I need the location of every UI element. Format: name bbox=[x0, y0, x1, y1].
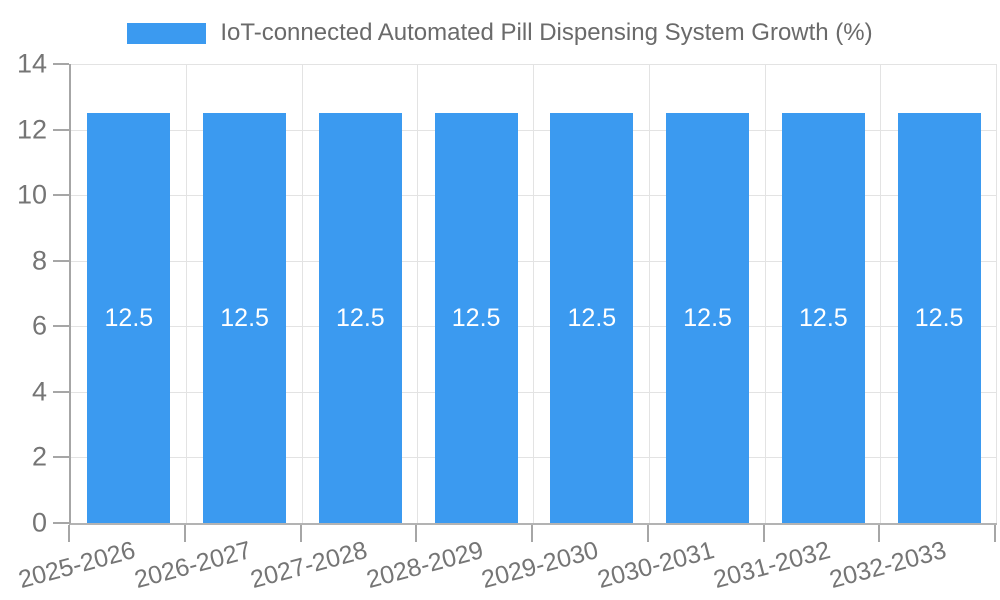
y-tick-label: 2 bbox=[31, 441, 47, 472]
v-gridline bbox=[185, 64, 187, 523]
h-gridline bbox=[71, 195, 997, 197]
legend[interactable]: IoT-connected Automated Pill Dispensing … bbox=[0, 19, 1000, 47]
bar[interactable]: 12.5 bbox=[87, 113, 171, 523]
bar[interactable]: 12.5 bbox=[550, 113, 634, 523]
bar-value-label: 12.5 bbox=[683, 303, 732, 332]
x-tick-mark bbox=[68, 525, 70, 542]
bar-value-label: 12.5 bbox=[451, 303, 501, 332]
bar-value-label: 12.5 bbox=[336, 303, 385, 332]
v-gridline bbox=[301, 64, 303, 523]
bar-value-label: 12.5 bbox=[914, 303, 964, 332]
x-tick-label: 2030-2031 bbox=[594, 536, 718, 595]
v-gridline bbox=[417, 64, 419, 523]
y-tick-mark bbox=[53, 194, 69, 197]
v-gridline bbox=[764, 64, 766, 523]
legend-label: IoT-connected Automated Pill Dispensing … bbox=[220, 19, 873, 46]
h-gridline bbox=[71, 260, 997, 262]
x-tick-label: 2026-2027 bbox=[131, 536, 255, 595]
y-tick-label: 14 bbox=[16, 48, 47, 79]
y-tick-label: 0 bbox=[31, 507, 47, 538]
bar-value-label: 12.5 bbox=[567, 303, 617, 332]
v-gridline bbox=[533, 64, 534, 523]
legend-swatch-icon bbox=[127, 22, 207, 44]
x-tick-label: 2031-2032 bbox=[710, 536, 834, 595]
x-tick-mark bbox=[183, 525, 186, 542]
bar-value-label: 12.5 bbox=[104, 303, 154, 332]
x-tick-mark bbox=[415, 525, 418, 542]
y-tick-mark bbox=[53, 325, 69, 328]
y-tick-label: 12 bbox=[16, 114, 47, 145]
bar[interactable]: 12.5 bbox=[203, 113, 287, 523]
x-tick-label: 2027-2028 bbox=[247, 536, 371, 595]
y-tick-mark bbox=[53, 390, 69, 393]
x-tick-label: 2029-2030 bbox=[478, 536, 602, 595]
bar[interactable]: 12.5 bbox=[434, 113, 518, 523]
y-tick-mark bbox=[53, 522, 69, 524]
v-gridline bbox=[648, 64, 650, 523]
h-gridline bbox=[71, 391, 997, 393]
y-tick-label: 10 bbox=[16, 179, 47, 210]
x-tick-label: 2025-2026 bbox=[15, 536, 139, 595]
x-tick-mark bbox=[878, 525, 881, 542]
plot-area: 12.5 12.5 12.5 12.5 12.5 12.5 12.5 12.5 bbox=[69, 64, 997, 525]
y-tick-label: 6 bbox=[31, 310, 47, 341]
bar[interactable]: 12.5 bbox=[666, 113, 750, 523]
y-tick-mark bbox=[53, 456, 69, 459]
y-tick-mark bbox=[53, 259, 69, 262]
x-tick-mark bbox=[762, 525, 765, 542]
bar[interactable]: 12.5 bbox=[781, 113, 865, 523]
y-tick-mark bbox=[53, 63, 69, 65]
h-gridline bbox=[71, 326, 997, 328]
y-tick-label: 8 bbox=[31, 245, 47, 276]
y-axis-labels: 0 2 4 6 8 10 12 14 bbox=[0, 50, 47, 536]
y-tick-mark bbox=[53, 128, 69, 131]
x-tick-mark bbox=[646, 525, 649, 542]
h-gridline bbox=[71, 64, 997, 65]
v-gridline bbox=[880, 64, 882, 523]
x-tick-mark bbox=[531, 525, 533, 542]
h-gridline bbox=[71, 457, 997, 459]
v-gridline bbox=[996, 64, 997, 523]
bar-value-label: 12.5 bbox=[799, 303, 848, 332]
bar[interactable]: 12.5 bbox=[897, 113, 981, 523]
h-gridline bbox=[71, 129, 997, 131]
bar-value-label: 12.5 bbox=[220, 303, 269, 332]
x-tick-label: 2032-2033 bbox=[826, 536, 949, 595]
x-tick-mark bbox=[299, 525, 302, 542]
x-tick-label: 2028-2029 bbox=[363, 536, 486, 595]
x-tick-mark bbox=[994, 525, 996, 542]
bar[interactable]: 12.5 bbox=[318, 113, 402, 523]
y-tick-label: 4 bbox=[31, 376, 47, 407]
